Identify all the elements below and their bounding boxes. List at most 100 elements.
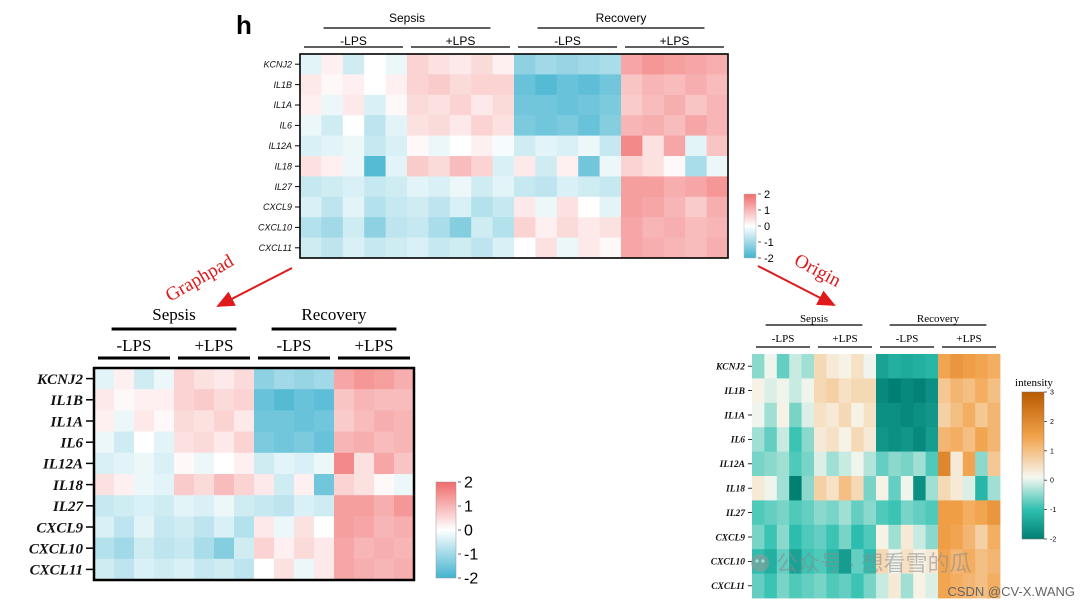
hm-original-cell: [492, 237, 515, 259]
hm-graphpad-cell: [274, 558, 295, 581]
hm-original-cell: [471, 217, 493, 238]
colorbar-graphpad: [435, 481, 457, 579]
hm-graphpad-cell: [254, 452, 275, 475]
hm-graphpad-row-label: CXCL10: [29, 541, 84, 557]
hm-original-cell: [428, 156, 451, 177]
hm-origin-cell: [888, 573, 902, 599]
hm-original-row-label: IL18: [274, 161, 292, 171]
hm-graphpad-cell: [294, 516, 315, 538]
hm-graphpad-cell: [394, 389, 415, 411]
hm-origin-cell: [913, 402, 926, 428]
hm-original-row-label: IL1B: [273, 80, 292, 90]
hm-graphpad-cell: [114, 368, 135, 390]
hm-origin-cell: [888, 524, 902, 550]
hm-graphpad-cell: [174, 537, 195, 560]
hm-graphpad-cell: [94, 474, 115, 496]
hm-original-cell: [321, 156, 344, 177]
hm-origin-cell: [764, 451, 778, 477]
hm-graphpad-group-label: Recovery: [301, 305, 367, 324]
hm-graphpad-cell: [114, 537, 135, 560]
hm-original-cell: [407, 54, 429, 75]
hm-origin-cell: [752, 378, 765, 404]
hm-graphpad-cell: [374, 537, 395, 560]
hm-graphpad-cell: [154, 558, 175, 581]
hm-origin-cell: [814, 573, 827, 599]
hm-origin-cell: [913, 378, 926, 404]
hm-original-cell: [492, 94, 515, 116]
hm-origin-cell: [801, 378, 815, 404]
hm-origin-cell: [838, 402, 852, 428]
hm-original-cell: [706, 237, 729, 259]
colorbar-origin-title: intensity: [1015, 377, 1053, 389]
hm-graphpad-cell: [194, 431, 215, 454]
hm-origin-cell: [752, 573, 765, 599]
hm-original-cell: [471, 156, 493, 177]
hm-original-cell: [407, 115, 429, 136]
hm-origin-cell: [801, 402, 815, 428]
hm-origin-cell: [962, 451, 976, 477]
hm-origin-cell: [826, 573, 840, 599]
hm-origin-cell: [962, 549, 976, 574]
hm-origin-cell: [863, 354, 877, 379]
hm-graphpad-cell: [374, 431, 395, 454]
hm-graphpad-cell: [194, 389, 215, 411]
hm-origin-cell: [863, 427, 877, 452]
hm-graphpad-cell: [314, 558, 335, 581]
hm-original-cell: [342, 94, 365, 116]
hm-graphpad-cell: [134, 495, 155, 517]
hm-original-cell: [514, 135, 536, 157]
hm-graphpad-colorbar-tick-label: -2: [464, 571, 478, 588]
hm-original-cell: [492, 135, 515, 157]
hm-graphpad-cell: [154, 537, 175, 560]
hm-original-colorbar-tick-label: 2: [764, 189, 770, 201]
hm-original-cell: [300, 54, 322, 75]
hm-original-cell: [342, 217, 365, 238]
hm-original-cell: [535, 217, 558, 238]
arrow-label-graphpad: Graphpad: [162, 250, 238, 306]
hm-original-cell: [514, 74, 536, 96]
hm-origin-cell: [814, 524, 827, 550]
hm-origin-group-label: Sepsis: [800, 313, 828, 325]
hm-graphpad-cell: [274, 410, 295, 432]
hm-original-cell: [449, 237, 472, 259]
hm-origin-cell: [888, 378, 902, 404]
hm-graphpad-cell: [234, 452, 255, 475]
hm-origin-cell: [950, 354, 964, 379]
hm-origin-cell: [913, 427, 926, 452]
hm-original-cell: [514, 237, 536, 259]
hm-origin-cell: [876, 500, 889, 526]
hm-graphpad-cell: [114, 431, 135, 454]
hm-original-cell: [514, 94, 536, 116]
hm-graphpad-cell: [174, 495, 195, 517]
hm-graphpad-colorbar-tick-label: 1: [464, 499, 473, 516]
hm-original-cell: [321, 135, 344, 157]
hm-origin-cell: [764, 573, 778, 599]
hm-origin-cell: [789, 573, 802, 599]
hm-origin-cell: [987, 524, 1001, 550]
csdn-watermark: CSDN @CV-X.WANG: [947, 584, 1075, 599]
hm-origin-cell: [888, 427, 902, 452]
hm-graphpad-cell: [334, 516, 355, 538]
hm-origin-cell: [863, 573, 877, 599]
hm-original-cell: [599, 176, 622, 198]
hm-original-cell: [407, 217, 429, 238]
hm-origin-cell: [838, 451, 852, 477]
hm-original-cell: [385, 94, 408, 116]
hm-origin-cell: [789, 378, 802, 404]
hm-origin-cell: [938, 451, 951, 477]
hm-origin-cell: [938, 402, 951, 428]
hm-original-cell: [471, 115, 493, 136]
hm-graphpad-cell: [354, 389, 375, 411]
hm-original-cell: [642, 237, 665, 259]
hm-origin-cell: [801, 427, 815, 452]
hm-origin-row-label: CXCL10: [711, 558, 746, 568]
hm-origin-cell: [752, 402, 765, 428]
hm-origin-cell: [814, 476, 827, 501]
hm-graphpad-cell: [254, 516, 275, 538]
hm-origin-cell: [975, 402, 988, 428]
hm-graphpad-cell: [294, 389, 315, 411]
hm-origin-cell: [962, 500, 976, 526]
hm-original-cell: [385, 176, 408, 198]
hm-graphpad-cell: [254, 389, 275, 411]
hm-graphpad-cell: [154, 452, 175, 475]
